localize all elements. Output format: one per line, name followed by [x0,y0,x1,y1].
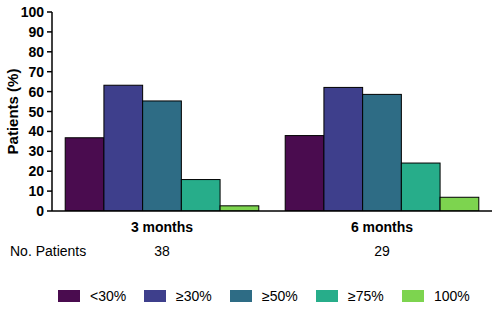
legend-swatch [402,290,424,302]
y-tick-label: 30 [28,143,44,159]
bar [285,136,324,211]
patient-count: 38 [154,243,170,259]
bar [401,163,440,211]
y-tick-label: 0 [36,203,44,219]
legend-swatch [316,290,338,302]
x-tick-label: 3 months [131,219,193,235]
x-tick-label: 6 months [351,219,413,235]
y-tick-label: 80 [28,44,44,60]
bar [220,206,259,211]
x-axis [52,210,492,212]
y-tick-label: 60 [28,84,44,100]
legend-swatch [230,290,252,302]
y-tick-label: 90 [28,24,44,40]
legend-label: ≥50% [262,288,298,304]
y-axis-label: Patients (%) [4,69,21,155]
chart: 0 10 20 30 40 50 60 70 80 90 100 Patients (%) 3 mont… [0,0,500,319]
y-tick-label: 10 [28,183,44,199]
y-tick-label: 20 [28,163,44,179]
bar [324,87,363,211]
legend-label: ≥75% [348,288,384,304]
bar [363,94,402,211]
bar [104,85,143,211]
y-tick-label: 40 [28,123,44,139]
y-tick-label: 70 [28,64,44,80]
bar [440,197,479,211]
bar [181,180,220,211]
legend-swatch [58,290,80,302]
patient-count: 29 [374,243,390,259]
patient-count-label: No. Patients [10,243,86,259]
y-tick-label: 100 [21,4,45,20]
legend-label: 100% [434,288,470,304]
bar [143,101,182,211]
bar [65,138,104,211]
legend-label: <30% [90,288,126,304]
y-tick-label: 50 [28,104,44,120]
bars [65,85,479,211]
y-axis [51,12,53,211]
legend-swatch [144,290,166,302]
legend-label: ≥30% [176,288,212,304]
